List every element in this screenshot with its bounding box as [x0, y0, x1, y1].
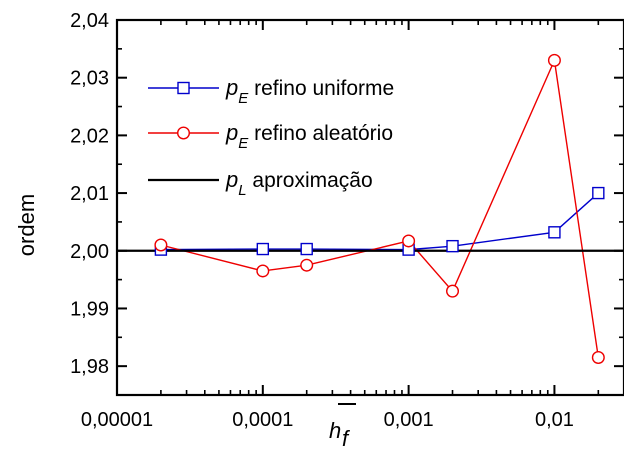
- data-point-circle: [591, 351, 605, 365]
- series-line-1: [160, 192, 599, 251]
- legend-marker-circle: [176, 126, 190, 140]
- x-tick-label: 0,0001: [232, 409, 293, 431]
- plot-frame: [115, 18, 624, 397]
- data-point-circle: [446, 284, 460, 298]
- x-tick-label: 0,00001: [81, 409, 153, 431]
- data-point-square: [300, 242, 313, 256]
- legend: pE refino uniforme pE refino aleatório pL …: [148, 75, 394, 199]
- x-axis-label: h f: [329, 403, 356, 451]
- y-tick-label: 2,04: [70, 10, 109, 32]
- data-point-circle: [300, 258, 314, 272]
- data-point-square: [446, 239, 459, 253]
- data-point-circle: [402, 234, 416, 248]
- y-tick-label: 1,98: [70, 356, 109, 378]
- legend-entry-2: pE refino aleatório: [225, 120, 393, 152]
- x-axis-label-main: h: [329, 418, 341, 443]
- legend-entry-1: pE refino uniforme: [225, 75, 394, 107]
- data-point-square: [256, 242, 270, 256]
- series-lines: [117, 57, 624, 358]
- data-point-circle: [256, 264, 270, 278]
- y-axis-label: ordem: [14, 194, 39, 256]
- x-axis-label-subscript: f: [342, 426, 351, 451]
- data-point-circle: [547, 53, 561, 67]
- legend-marker-square: [177, 81, 190, 95]
- y-tick-label: 2,02: [70, 125, 109, 147]
- y-tick-label: 2,03: [70, 68, 109, 90]
- data-point-square: [548, 226, 561, 239]
- series-line-2: [160, 57, 600, 358]
- data-point-circle: [154, 238, 168, 252]
- x-tick-label: 0,001: [384, 409, 434, 431]
- data-point-square: [592, 186, 605, 200]
- y-tick-label: 2,00: [70, 241, 109, 263]
- x-tick-label: 0,01: [535, 409, 574, 431]
- tick-labels: 1,98 1,99 2,00 2,01 2,02 2,03 2,04 0,00001 0,000…: [70, 10, 574, 431]
- legend-entry-3: pL aproximação: [225, 167, 373, 199]
- series-markers: [154, 53, 605, 365]
- y-tick-label: 1,99: [70, 298, 109, 320]
- y-tick-label: 2,01: [70, 183, 109, 205]
